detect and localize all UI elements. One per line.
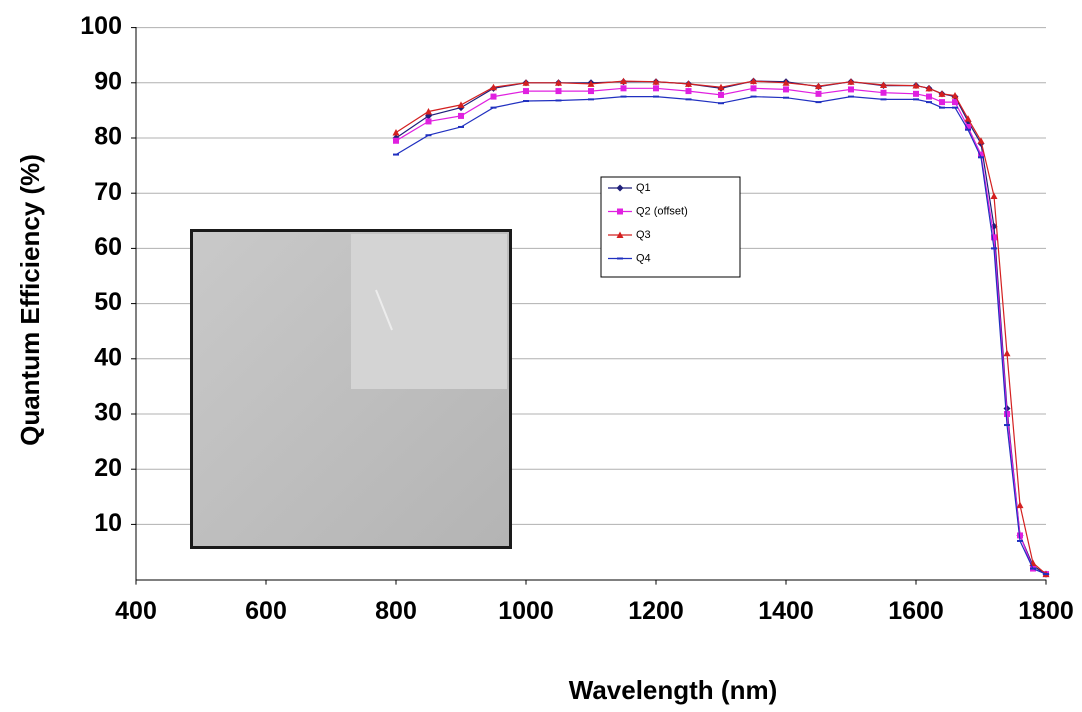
marker [490, 93, 497, 100]
marker [653, 85, 659, 92]
marker [1003, 349, 1011, 357]
y-tick-label: 40 [94, 343, 122, 371]
marker [1017, 532, 1023, 539]
x-tick-label: 600 [245, 597, 287, 625]
legend-label: Q2 (offset) [636, 205, 688, 217]
marker [490, 83, 497, 91]
x-tick-label: 400 [115, 597, 157, 625]
marker [685, 88, 692, 95]
inset-photo [190, 229, 512, 549]
marker [588, 88, 594, 95]
legend-label: Q3 [636, 229, 651, 241]
y-tick-label: 30 [94, 399, 122, 427]
x-tick-label: 1600 [888, 597, 944, 625]
y-tick-label: 90 [94, 67, 122, 95]
marker [951, 91, 959, 99]
marker [555, 88, 562, 95]
marker [926, 93, 932, 100]
marker [938, 90, 946, 97]
marker [717, 83, 725, 91]
legend-label: Q1 [636, 182, 651, 194]
x-tick-label: 1400 [758, 597, 814, 625]
marker [880, 89, 887, 96]
marker [457, 101, 465, 108]
y-tick-label: 50 [94, 288, 122, 316]
marker [616, 231, 624, 238]
marker [952, 99, 958, 106]
marker [783, 86, 789, 93]
marker [750, 85, 757, 92]
marker [392, 128, 400, 136]
marker [977, 137, 985, 144]
y-axis-title: Quantum Efficiency (%) [15, 154, 45, 446]
x-tick-label: 1000 [498, 597, 554, 625]
y-tick-label: 100 [80, 12, 122, 40]
y-tick-label: 70 [94, 178, 122, 206]
x-tick-label: 800 [375, 597, 417, 625]
marker [523, 88, 529, 95]
marker [750, 77, 757, 85]
marker [939, 99, 945, 106]
marker [718, 91, 724, 98]
marker [815, 82, 822, 90]
marker [880, 81, 887, 89]
x-axis-title: Wavelength (nm) [569, 675, 777, 705]
marker [393, 137, 399, 144]
marker [991, 234, 997, 241]
marker [925, 84, 933, 92]
marker [978, 151, 984, 158]
marker [815, 90, 822, 97]
marker [965, 123, 971, 130]
marker [458, 112, 464, 119]
marker [425, 108, 432, 115]
y-tick-label: 20 [94, 454, 122, 482]
marker [555, 79, 562, 86]
legend-box [600, 176, 741, 278]
marker [587, 80, 595, 87]
x-tick-label: 1800 [1018, 597, 1074, 625]
marker [617, 208, 623, 215]
y-tick-label: 80 [94, 123, 122, 151]
y-tick-label: 60 [94, 233, 122, 261]
marker [425, 118, 432, 125]
marker [847, 78, 855, 85]
y-tick-label: 10 [94, 509, 122, 537]
marker [913, 90, 919, 97]
marker [620, 77, 627, 85]
marker [782, 79, 790, 86]
marker [1016, 501, 1024, 509]
marker [652, 78, 660, 85]
marker [620, 85, 627, 92]
marker [848, 86, 854, 93]
marker [964, 115, 972, 122]
x-tick-label: 1200 [628, 597, 684, 625]
marker [616, 184, 624, 192]
marker [990, 192, 998, 199]
marker [1004, 411, 1010, 417]
marker [685, 80, 692, 87]
legend-label: Q4 [636, 252, 651, 264]
marker [912, 82, 920, 89]
marker [522, 79, 530, 86]
